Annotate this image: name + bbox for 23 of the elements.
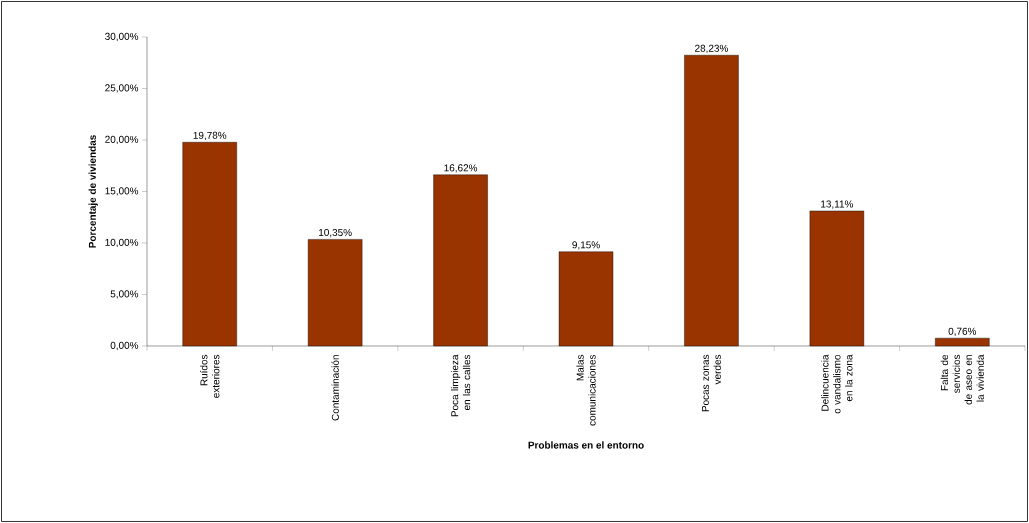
y-tick-label: 20,00% <box>105 135 139 145</box>
data-label: 28,23% <box>695 44 728 54</box>
data-label: 16,62% <box>444 164 478 173</box>
x-tick-label: Contaminación <box>331 355 339 421</box>
x-tick-label: Falta de servicios de aseo en la vivienda <box>940 354 984 405</box>
data-label: 9,15% <box>572 241 600 250</box>
y-tick-label: 30,00% <box>105 32 139 42</box>
data-label: 19,78% <box>193 131 227 141</box>
x-tick-label: Pocas zonas verdes <box>701 354 721 412</box>
data-label: 13,11% <box>821 200 854 209</box>
x-tick-label: Ruídos exteriores <box>200 354 220 398</box>
data-label: 10,35% <box>319 228 352 238</box>
y-tick-label: 15,00% <box>105 187 139 196</box>
x-axis-title: Problemas en el entorno <box>528 441 644 449</box>
y-tick-label: 0,00% <box>110 341 139 351</box>
y-tick-label: 25,00% <box>105 84 139 93</box>
y-tick-label: 5,00% <box>110 290 139 299</box>
data-label: 0,76% <box>948 327 977 336</box>
x-tick-label: Delincuencia o vandalismo en la zona <box>821 354 853 414</box>
x-tick-label: Malas comunicaciones <box>576 354 596 426</box>
y-axis-title: Porcentaje de viviendas <box>88 135 98 248</box>
y-tick-label: 10,00% <box>105 238 139 248</box>
x-tick-label: Poca limpieza en las calles <box>450 354 471 417</box>
